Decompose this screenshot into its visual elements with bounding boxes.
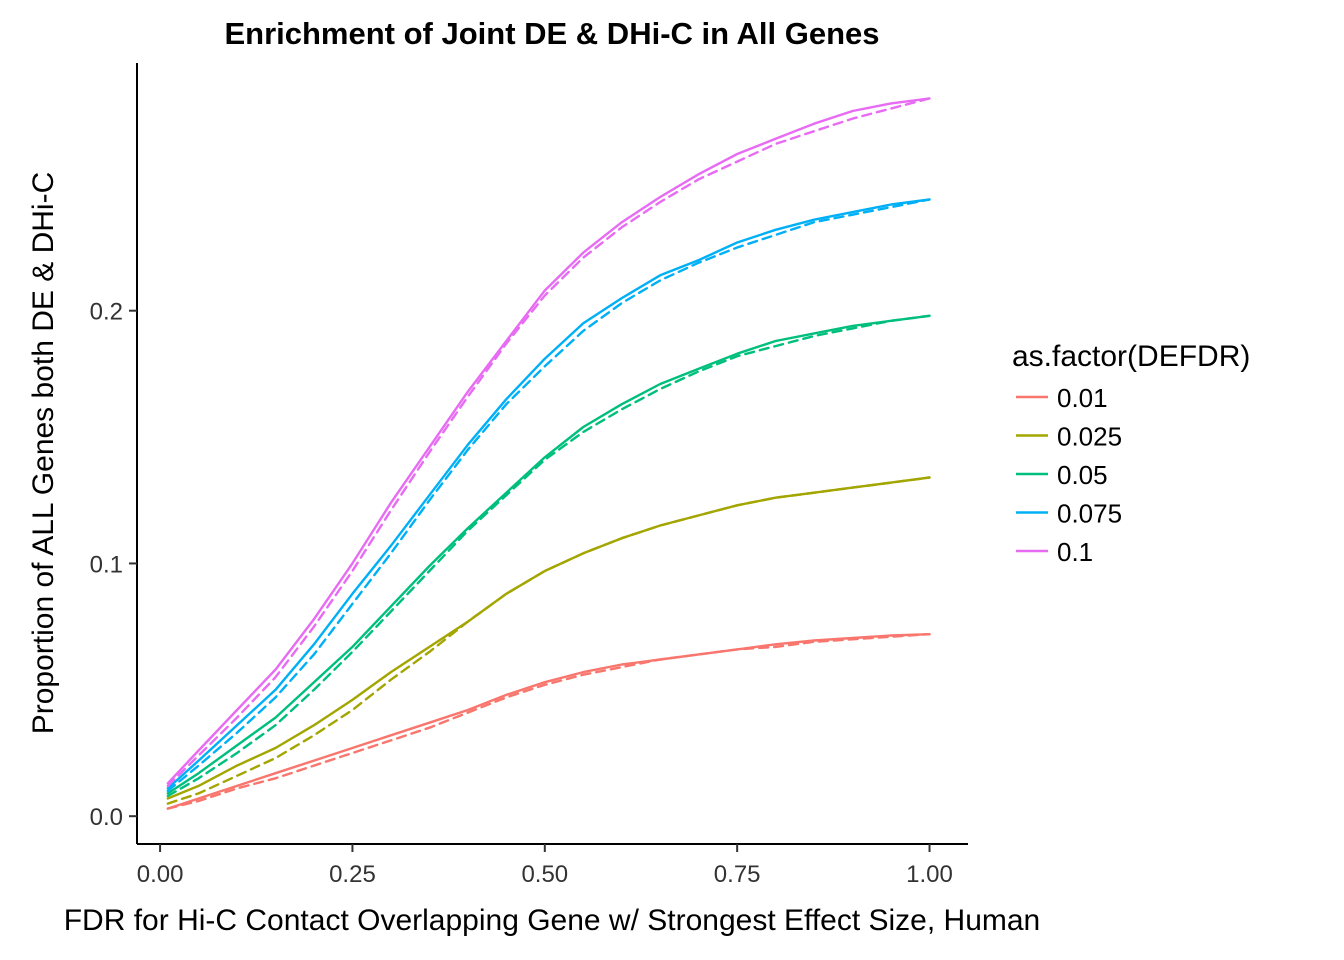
series-line-solid bbox=[166, 314, 931, 795]
legend: as.factor(DEFDR) 0.01 0.025 0.05 0.075 0.1 bbox=[1012, 340, 1250, 567]
y-axis-title: Proportion of ALL Genes both DE & DHi-C bbox=[27, 172, 60, 735]
series-line-solid bbox=[166, 97, 931, 785]
legend-label: 0.01 bbox=[1057, 383, 1108, 413]
series-line-dashed bbox=[166, 633, 931, 810]
y-axis-ticks: 0.0 0.1 0.2 bbox=[90, 299, 137, 831]
series-line-solid bbox=[166, 633, 931, 810]
x-tick-label: 0.00 bbox=[137, 861, 184, 888]
legend-label: 0.025 bbox=[1057, 422, 1122, 452]
chart-title: Enrichment of Joint DE & DHi-C in All Ge… bbox=[224, 16, 879, 51]
x-tick-label: 0.25 bbox=[329, 861, 376, 888]
legend-label: 0.075 bbox=[1057, 499, 1122, 529]
series-line-dashed bbox=[166, 314, 931, 798]
y-tick-label: 0.0 bbox=[90, 804, 123, 831]
y-tick-label: 0.1 bbox=[90, 551, 123, 578]
legend-label: 0.05 bbox=[1057, 460, 1108, 490]
x-tick-label: 1.00 bbox=[906, 861, 953, 888]
legend-label: 0.1 bbox=[1057, 537, 1093, 567]
x-tick-label: 0.75 bbox=[714, 861, 761, 888]
x-axis-ticks: 0.00 0.25 0.50 0.75 1.00 bbox=[137, 844, 953, 888]
plot-lines bbox=[166, 97, 931, 810]
x-axis-title: FDR for Hi-C Contact Overlapping Gene w/… bbox=[64, 904, 1041, 937]
x-tick-label: 0.50 bbox=[521, 861, 568, 888]
series-line-dashed bbox=[166, 198, 931, 793]
series-line-solid bbox=[166, 476, 931, 800]
series-line-solid bbox=[166, 198, 931, 790]
series-line-dashed bbox=[166, 97, 931, 788]
y-tick-label: 0.2 bbox=[90, 299, 123, 326]
legend-title: as.factor(DEFDR) bbox=[1012, 340, 1250, 373]
